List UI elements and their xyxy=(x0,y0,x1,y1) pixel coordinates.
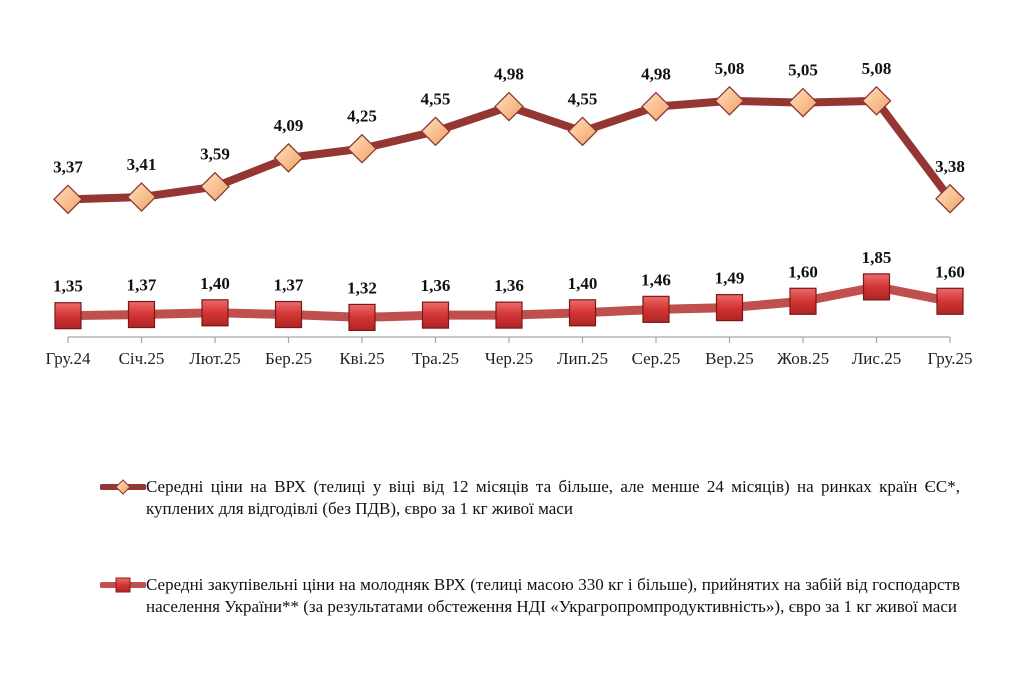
x-tick-label: Кві.25 xyxy=(339,349,384,368)
x-axis: Гру.24 Січ.25 Лют.25 Бер.25 Кві.25 Тра.25 Чер.… xyxy=(45,336,973,368)
data-point-square xyxy=(274,300,303,329)
data-label: 1,49 xyxy=(715,269,745,288)
x-tick-label: Тра.25 xyxy=(412,349,459,368)
data-point-diamond xyxy=(567,116,598,147)
data-point-square xyxy=(348,303,376,332)
data-label: 4,25 xyxy=(347,107,377,126)
data-point-square xyxy=(789,287,817,315)
legend-diamond-marker-icon xyxy=(100,479,146,495)
x-tick-label: Лис.25 xyxy=(852,349,901,368)
data-point-diamond xyxy=(861,85,892,116)
data-label: 4,98 xyxy=(494,65,524,84)
data-label: 5,08 xyxy=(715,59,745,78)
x-tick-label: Бер.25 xyxy=(265,349,312,368)
data-point-square xyxy=(201,299,229,327)
data-label: 1,36 xyxy=(494,276,524,295)
data-label: 4,09 xyxy=(274,116,304,135)
data-label: 1,37 xyxy=(274,276,304,295)
data-label: 1,37 xyxy=(127,276,157,295)
series-ukraine-prices xyxy=(54,273,964,332)
x-tick-label: Лип.25 xyxy=(557,349,608,368)
data-label: 1,46 xyxy=(641,270,671,289)
legend-entry-ukraine-prices: Середні закупівельні ціни на молодняк ВР… xyxy=(100,574,960,618)
data-label: 1,40 xyxy=(200,274,230,293)
data-label: 3,41 xyxy=(127,155,157,174)
data-point-square xyxy=(54,302,82,330)
data-label: 3,59 xyxy=(200,145,230,164)
data-label: 4,55 xyxy=(421,89,451,108)
data-point-diamond xyxy=(53,184,83,215)
data-point-square xyxy=(642,295,670,323)
data-point-diamond xyxy=(347,133,377,164)
data-label: 3,38 xyxy=(935,157,965,176)
data-point-square xyxy=(421,301,450,329)
data-label: 1,60 xyxy=(935,262,965,281)
data-point-diamond xyxy=(714,85,745,116)
data-label: 5,08 xyxy=(862,59,892,78)
data-label: 1,85 xyxy=(862,248,892,267)
legend-square-marker-icon xyxy=(100,577,146,593)
data-point-square xyxy=(715,294,744,322)
series-eu-prices xyxy=(53,85,965,215)
data-point-diamond xyxy=(788,87,818,118)
data-point-square xyxy=(862,273,891,301)
data-label: 1,32 xyxy=(347,278,377,297)
x-tick-label: Січ.25 xyxy=(119,349,165,368)
legend-label-ukraine-prices: Середні закупівельні ціни на молодняк ВР… xyxy=(146,575,960,616)
data-label: 4,98 xyxy=(641,65,671,84)
x-tick-label: Сер.25 xyxy=(632,349,681,368)
data-label: 1,60 xyxy=(788,262,818,281)
data-point-diamond xyxy=(494,91,524,122)
data-label: 1,40 xyxy=(568,274,598,293)
legend-label-eu-prices: Середні ціни на ВРХ (телиці у віці від 1… xyxy=(146,477,960,518)
data-point-diamond xyxy=(126,182,157,212)
data-point-square xyxy=(936,287,964,315)
x-tick-label: Жов.25 xyxy=(777,349,829,368)
x-tick-label: Лют.25 xyxy=(189,349,240,368)
data-label: 1,35 xyxy=(53,277,83,296)
x-tick-label: Гру.24 xyxy=(45,349,91,368)
data-point-square xyxy=(495,301,523,329)
data-label: 1,36 xyxy=(421,276,451,295)
data-point-diamond xyxy=(420,116,451,147)
data-point-diamond xyxy=(273,142,304,173)
data-label: 5,05 xyxy=(788,61,818,80)
data-label: 4,55 xyxy=(568,89,598,108)
data-point-diamond xyxy=(200,171,230,202)
x-tick-label: Чер.25 xyxy=(485,349,533,368)
data-point-diamond xyxy=(641,91,671,122)
x-tick-label: Гру.25 xyxy=(927,349,972,368)
x-tick-label: Вер.25 xyxy=(705,349,754,368)
data-point-square xyxy=(568,299,597,327)
data-label: 3,37 xyxy=(53,157,83,176)
legend-entry-eu-prices: Середні ціни на ВРХ (телиці у віці від 1… xyxy=(100,476,960,520)
data-point-square xyxy=(127,300,156,329)
data-point-diamond xyxy=(935,183,965,214)
